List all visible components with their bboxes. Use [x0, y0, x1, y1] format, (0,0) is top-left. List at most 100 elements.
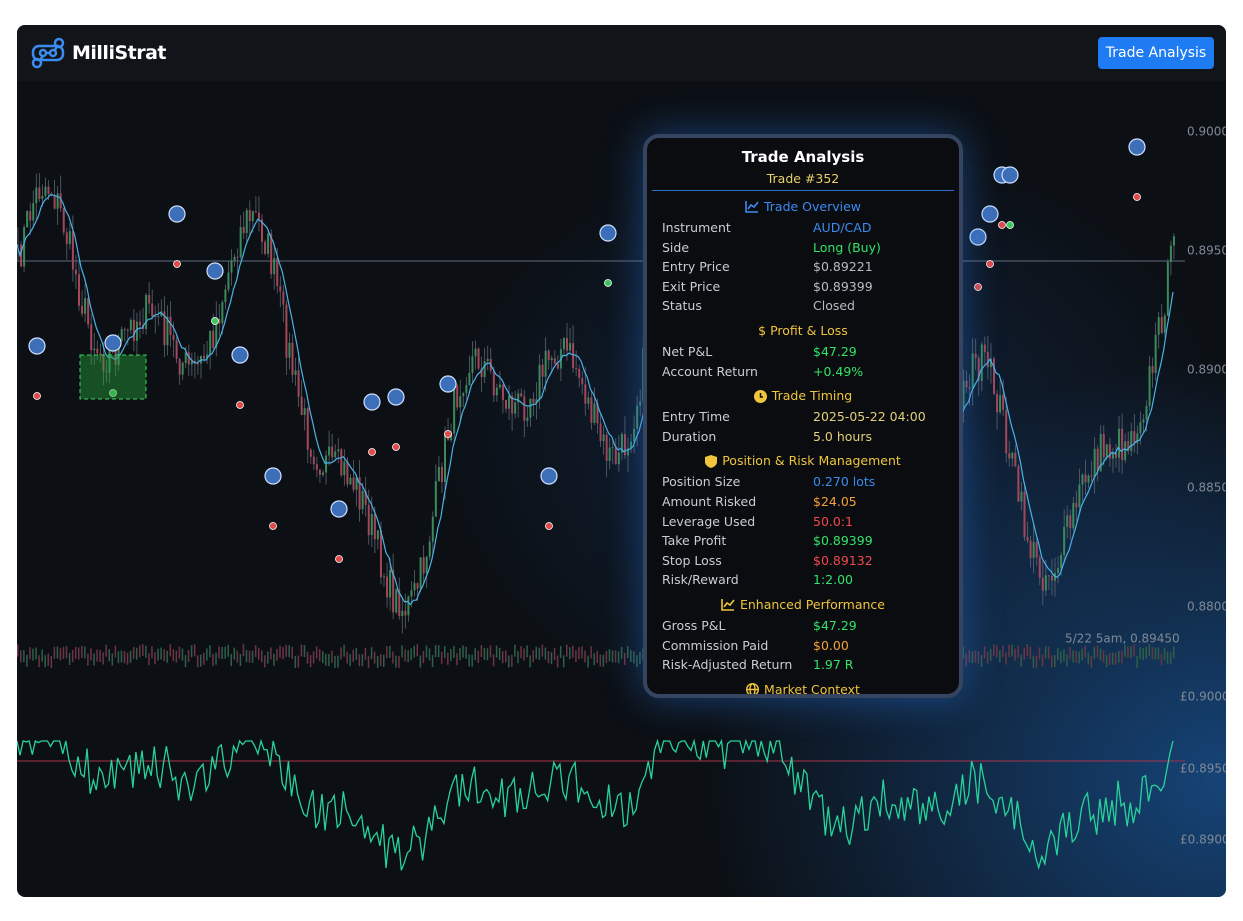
volume-bar	[172, 649, 175, 662]
candle-body	[456, 385, 459, 408]
entry-dot	[444, 430, 452, 438]
volume-bar	[379, 654, 382, 667]
volume-bar	[974, 650, 977, 663]
volume-bar	[129, 650, 132, 663]
volume-bar	[986, 651, 989, 664]
volume-bar	[404, 649, 406, 662]
value: $24.05	[813, 493, 857, 509]
volume-bar	[620, 646, 623, 659]
candle-body	[1157, 317, 1160, 335]
entry-dot	[974, 283, 982, 291]
candle-body	[630, 441, 633, 449]
volume-bar	[364, 647, 367, 660]
candle-body	[364, 490, 367, 505]
heading-text: Trade Timing	[771, 388, 853, 404]
entry-dot	[335, 555, 343, 563]
candle-body	[108, 350, 111, 373]
volume-bar	[1020, 654, 1022, 667]
candle-body	[474, 348, 477, 357]
candle-body	[370, 513, 373, 536]
trade-marker	[981, 205, 999, 223]
volume-bar	[93, 653, 95, 666]
candle-body	[508, 395, 511, 409]
candle-body	[608, 447, 611, 461]
volume-bar	[410, 648, 412, 661]
volume-bar	[434, 645, 437, 658]
candle-body	[291, 342, 294, 375]
candle-body	[376, 530, 379, 540]
row: Position Size 0.270 lots	[647, 472, 959, 492]
candle-body	[264, 241, 267, 254]
candle-body	[361, 490, 364, 510]
volume-bar	[178, 646, 181, 659]
candle-body	[587, 397, 590, 404]
value: Closed	[813, 298, 855, 314]
volume-bar	[1011, 644, 1013, 657]
volume-bar	[343, 644, 345, 657]
volume-bar	[35, 647, 37, 660]
volume-bar	[544, 647, 547, 660]
volume-bar	[1124, 644, 1126, 657]
candle-body	[209, 330, 212, 355]
volume-bar	[206, 648, 208, 661]
candle-body	[325, 455, 328, 473]
trade-marker	[1128, 138, 1146, 156]
volume-bar	[239, 653, 242, 666]
volume-bar	[160, 647, 162, 660]
volume-bar	[273, 653, 275, 666]
candle-body	[62, 208, 65, 233]
candle-body	[203, 355, 206, 359]
row: Net P&L $47.29	[647, 342, 959, 362]
candle-body	[483, 361, 486, 378]
volume-bar	[465, 646, 467, 659]
volume-bar	[221, 647, 223, 660]
candle-body	[151, 303, 154, 317]
candle-body	[974, 353, 977, 358]
candle-body	[465, 385, 468, 394]
candle-body	[965, 380, 968, 388]
volume-bar	[190, 645, 193, 658]
candle-body	[425, 556, 428, 574]
volume-bar	[99, 650, 101, 663]
volume-bar	[68, 652, 71, 665]
candle-body	[81, 305, 84, 314]
trade-analysis-button[interactable]: Trade Analysis	[1098, 37, 1214, 69]
row: Account Return +0.49%	[647, 362, 959, 382]
candle-body	[187, 352, 190, 365]
volume-bar	[367, 655, 370, 668]
volume-bar	[1035, 655, 1038, 668]
volume-bar	[617, 651, 620, 664]
candle-body	[267, 233, 270, 254]
candle-body	[26, 211, 29, 228]
volume-bar	[148, 653, 150, 666]
candle-body	[169, 316, 172, 336]
value: 2025-05-22 04:00	[813, 409, 926, 425]
volume-bar	[584, 650, 586, 663]
volume-bar	[1087, 652, 1090, 665]
volume-bar	[431, 655, 434, 668]
volume-bar	[1108, 653, 1111, 666]
volume-bar	[416, 644, 419, 657]
candle-body	[1002, 395, 1005, 410]
candle-body	[1133, 431, 1136, 444]
volume-bar	[639, 652, 641, 665]
volume-bar	[980, 655, 983, 668]
volume-bar	[203, 652, 205, 665]
heading-text: $ Profit & Loss	[758, 322, 848, 338]
candle-body	[303, 408, 306, 416]
candle-body	[157, 316, 160, 318]
label: Risk-Adjusted Return	[662, 657, 793, 673]
trade-analysis-panel: Trade Analysis Trade #352 Trade Overview…	[643, 134, 963, 698]
volume-bar	[587, 655, 589, 668]
candle-body	[322, 472, 324, 476]
volume-bar	[1172, 646, 1175, 659]
volume-bar	[1139, 647, 1141, 660]
value: 0.270 lots	[813, 474, 876, 490]
candle-body	[270, 233, 273, 275]
candle-body	[242, 227, 245, 234]
volume-bar	[142, 644, 144, 657]
candle-body	[620, 434, 623, 453]
candle-body	[1020, 491, 1023, 502]
logo[interactable]: MilliStrat	[30, 35, 167, 71]
